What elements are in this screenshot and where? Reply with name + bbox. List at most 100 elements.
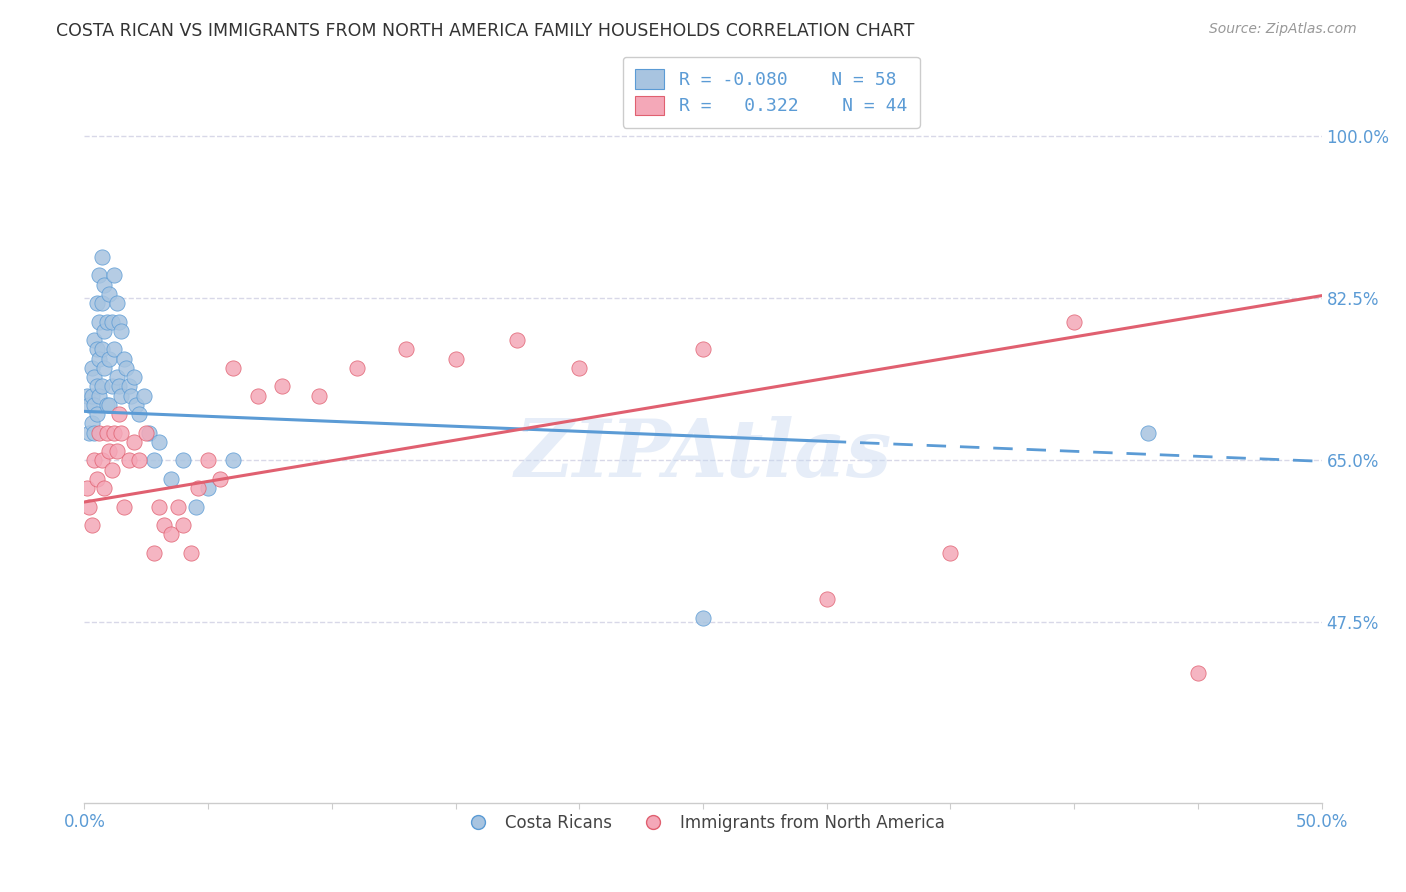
Point bbox=[120, 389, 142, 403]
Point bbox=[105, 444, 128, 458]
Point bbox=[346, 360, 368, 375]
Point bbox=[118, 379, 141, 393]
Point bbox=[90, 453, 112, 467]
Point bbox=[138, 425, 160, 440]
Point bbox=[246, 389, 269, 403]
Point bbox=[128, 407, 150, 421]
Point bbox=[90, 343, 112, 357]
Point bbox=[86, 379, 108, 393]
Point bbox=[80, 360, 103, 375]
Point bbox=[103, 425, 125, 440]
Point bbox=[135, 425, 157, 440]
Point bbox=[83, 398, 105, 412]
Point bbox=[1063, 315, 1085, 329]
Point bbox=[100, 379, 122, 393]
Point bbox=[160, 472, 183, 486]
Point bbox=[80, 417, 103, 431]
Point bbox=[105, 296, 128, 310]
Point bbox=[112, 500, 135, 514]
Point bbox=[187, 481, 209, 495]
Point bbox=[308, 389, 330, 403]
Point bbox=[96, 398, 118, 412]
Point bbox=[96, 315, 118, 329]
Point bbox=[172, 453, 194, 467]
Point bbox=[103, 343, 125, 357]
Point bbox=[222, 453, 245, 467]
Point bbox=[98, 286, 121, 301]
Point bbox=[110, 425, 132, 440]
Legend: Costa Ricans, Immigrants from North America: Costa Ricans, Immigrants from North Amer… bbox=[454, 807, 952, 838]
Point bbox=[444, 351, 467, 366]
Point bbox=[209, 472, 232, 486]
Point bbox=[115, 360, 138, 375]
Point bbox=[86, 407, 108, 421]
Point bbox=[197, 481, 219, 495]
Point bbox=[79, 398, 101, 412]
Point bbox=[110, 324, 132, 338]
Point bbox=[83, 370, 105, 384]
Point bbox=[93, 277, 115, 292]
Point bbox=[128, 453, 150, 467]
Point bbox=[98, 351, 121, 366]
Point bbox=[100, 315, 122, 329]
Point bbox=[83, 453, 105, 467]
Point bbox=[395, 343, 418, 357]
Point bbox=[118, 453, 141, 467]
Text: ZIPAtlas: ZIPAtlas bbox=[515, 416, 891, 493]
Point bbox=[142, 453, 165, 467]
Point bbox=[83, 425, 105, 440]
Point bbox=[148, 500, 170, 514]
Point bbox=[271, 379, 294, 393]
Point bbox=[160, 527, 183, 541]
Point bbox=[815, 592, 838, 607]
Text: COSTA RICAN VS IMMIGRANTS FROM NORTH AMERICA FAMILY HOUSEHOLDS CORRELATION CHART: COSTA RICAN VS IMMIGRANTS FROM NORTH AME… bbox=[56, 22, 915, 40]
Point bbox=[80, 518, 103, 533]
Point bbox=[89, 315, 111, 329]
Point bbox=[112, 351, 135, 366]
Point bbox=[692, 611, 714, 625]
Point bbox=[93, 360, 115, 375]
Point bbox=[86, 343, 108, 357]
Point bbox=[86, 472, 108, 486]
Point bbox=[172, 518, 194, 533]
Point bbox=[197, 453, 219, 467]
Point bbox=[132, 389, 155, 403]
Point bbox=[89, 268, 111, 283]
Point bbox=[122, 370, 145, 384]
Point bbox=[86, 296, 108, 310]
Point bbox=[108, 379, 131, 393]
Point bbox=[1137, 425, 1160, 440]
Point bbox=[93, 481, 115, 495]
Point bbox=[125, 398, 148, 412]
Point bbox=[90, 296, 112, 310]
Point bbox=[100, 462, 122, 476]
Point bbox=[79, 500, 101, 514]
Point bbox=[108, 407, 131, 421]
Point bbox=[122, 434, 145, 449]
Point bbox=[93, 324, 115, 338]
Point bbox=[103, 268, 125, 283]
Point bbox=[89, 389, 111, 403]
Point bbox=[96, 425, 118, 440]
Point bbox=[108, 315, 131, 329]
Point bbox=[152, 518, 174, 533]
Point bbox=[98, 398, 121, 412]
Point bbox=[110, 389, 132, 403]
Point bbox=[80, 389, 103, 403]
Point bbox=[98, 444, 121, 458]
Point bbox=[184, 500, 207, 514]
Point bbox=[76, 389, 98, 403]
Point bbox=[89, 425, 111, 440]
Point bbox=[89, 351, 111, 366]
Point bbox=[939, 546, 962, 560]
Point bbox=[222, 360, 245, 375]
Point bbox=[90, 250, 112, 264]
Point bbox=[90, 379, 112, 393]
Point bbox=[692, 343, 714, 357]
Point bbox=[1187, 666, 1209, 681]
Point bbox=[83, 333, 105, 347]
Text: Source: ZipAtlas.com: Source: ZipAtlas.com bbox=[1209, 22, 1357, 37]
Point bbox=[76, 481, 98, 495]
Point bbox=[79, 425, 101, 440]
Point bbox=[142, 546, 165, 560]
